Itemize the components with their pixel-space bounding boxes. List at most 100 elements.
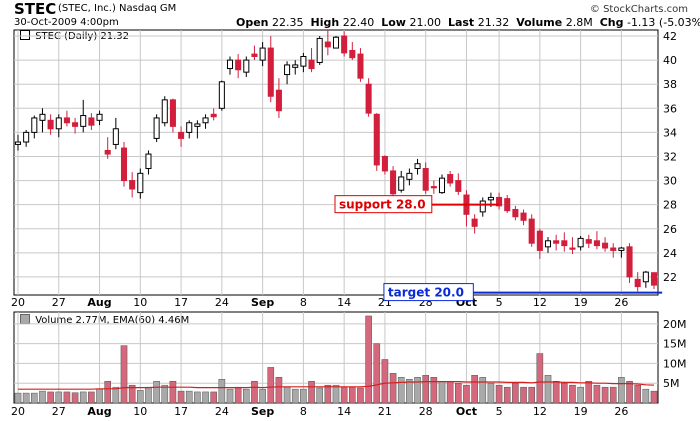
candle-body-down — [455, 180, 462, 192]
volume-bar — [397, 377, 405, 404]
volume-bar — [340, 386, 348, 404]
candle-body-down — [504, 198, 511, 212]
price-y-tick-label: 28 — [663, 199, 677, 212]
candle-body-up — [145, 153, 152, 170]
volume-y-tick-label: 15M — [663, 338, 687, 351]
volume-bar — [544, 375, 552, 404]
volume-bar — [267, 367, 275, 404]
last-label: Last — [447, 16, 475, 29]
volume-bar — [308, 380, 315, 404]
volume-bar — [650, 390, 658, 404]
volume-bar — [14, 392, 22, 404]
candle-body-down — [553, 240, 560, 244]
price-y-tick-label: 36 — [663, 102, 677, 115]
price-x-tick-label: 27 — [52, 296, 66, 309]
price-x-tick-label: 24 — [215, 296, 229, 309]
high-label: High — [310, 16, 340, 29]
volume-bar — [520, 386, 527, 404]
candle-body-down — [422, 168, 429, 191]
low-label: Low — [381, 16, 406, 29]
candle-body-down — [390, 170, 397, 195]
volume-bar — [406, 379, 413, 404]
candle-body-up — [292, 64, 299, 68]
candle-body-down — [357, 53, 364, 79]
volume-bar — [283, 386, 291, 404]
volume-bar — [128, 384, 136, 404]
volume-bar — [561, 382, 568, 404]
volume-bar — [552, 380, 560, 404]
candle-body-down — [496, 196, 503, 207]
volume-bar — [438, 380, 446, 404]
volume-bar — [153, 380, 160, 404]
volume-x-tick-label: 27 — [52, 405, 66, 418]
candle-body-down — [520, 212, 527, 221]
volume-x-tick-label: 10 — [133, 405, 147, 418]
candle-body-up — [55, 117, 62, 130]
candle-body-up — [544, 240, 552, 248]
volume-bar — [251, 380, 258, 404]
volume-x-tick-label: 14 — [337, 405, 351, 418]
candle-body-up — [243, 59, 250, 73]
volume-x-tick-label: 20 — [11, 405, 25, 418]
ticker-symbol: STEC — [14, 0, 57, 18]
candle-body-down — [610, 247, 617, 251]
candle-body-up — [479, 200, 486, 213]
volume-bar — [316, 387, 323, 404]
volume-bar — [71, 392, 79, 404]
volume-bar — [422, 375, 429, 404]
open-value: 22.35 — [272, 16, 304, 29]
volume-y-tick-label: 10M — [663, 357, 687, 370]
volume-bar — [389, 373, 397, 404]
price-x-tick-label: 10 — [133, 296, 147, 309]
price-y-tick-label: 34 — [663, 126, 677, 139]
volume-bar — [79, 391, 87, 404]
candle-body-down — [569, 247, 576, 250]
low-value: 21.00 — [409, 16, 441, 29]
candle-body-up — [577, 237, 584, 248]
candle-body-down — [349, 49, 356, 59]
volume-bar — [593, 384, 601, 404]
candle-body-down — [178, 131, 185, 139]
volume-label: Volume — [516, 16, 563, 29]
volume-bar — [569, 384, 576, 404]
volume-bar — [112, 386, 120, 404]
volume-bar — [471, 375, 478, 404]
volume-bar — [22, 392, 30, 404]
volume-bar — [185, 390, 193, 404]
volume-bar — [275, 377, 283, 404]
candle-body-up — [406, 172, 413, 180]
support-label-box — [334, 195, 433, 214]
price-y-tick-label: 26 — [663, 223, 677, 236]
volume-bar — [194, 391, 201, 404]
price-y-tick-label: 40 — [663, 54, 677, 67]
change-value: -1.13 (-5.03%) — [626, 16, 700, 29]
volume-x-tick-label: 5 — [496, 405, 503, 418]
candle-body-up — [112, 128, 119, 145]
candle-body-down — [381, 155, 388, 172]
volume-bar — [234, 386, 242, 404]
candle-body-down — [169, 99, 176, 127]
volume-bar — [626, 380, 633, 404]
volume-bar — [446, 380, 454, 404]
candle-body-up — [14, 141, 22, 145]
candle-body-down — [650, 272, 658, 286]
volume-bar — [137, 390, 144, 404]
candle-body-up — [23, 131, 30, 143]
volume-x-tick-label: Oct — [456, 405, 477, 418]
volume-bar — [226, 388, 234, 404]
volume-bar — [332, 384, 340, 404]
volume-x-tick-label: 17 — [174, 405, 188, 418]
candle-body-up — [332, 36, 340, 49]
candle-body-up — [284, 64, 291, 76]
candle-body-down — [528, 218, 535, 244]
candle-body-down — [512, 208, 519, 218]
candle-body-down — [634, 278, 641, 288]
price-y-tick-label: 30 — [663, 175, 677, 188]
candle-body-down — [373, 113, 380, 166]
volume-bar — [528, 386, 536, 404]
company-name: (STEC, Inc.) Nasdaq GM — [58, 3, 177, 14]
volume-bar — [634, 384, 642, 404]
candle-body-down — [593, 240, 600, 247]
candle-body-up — [80, 115, 87, 127]
volume-bar — [55, 391, 63, 404]
